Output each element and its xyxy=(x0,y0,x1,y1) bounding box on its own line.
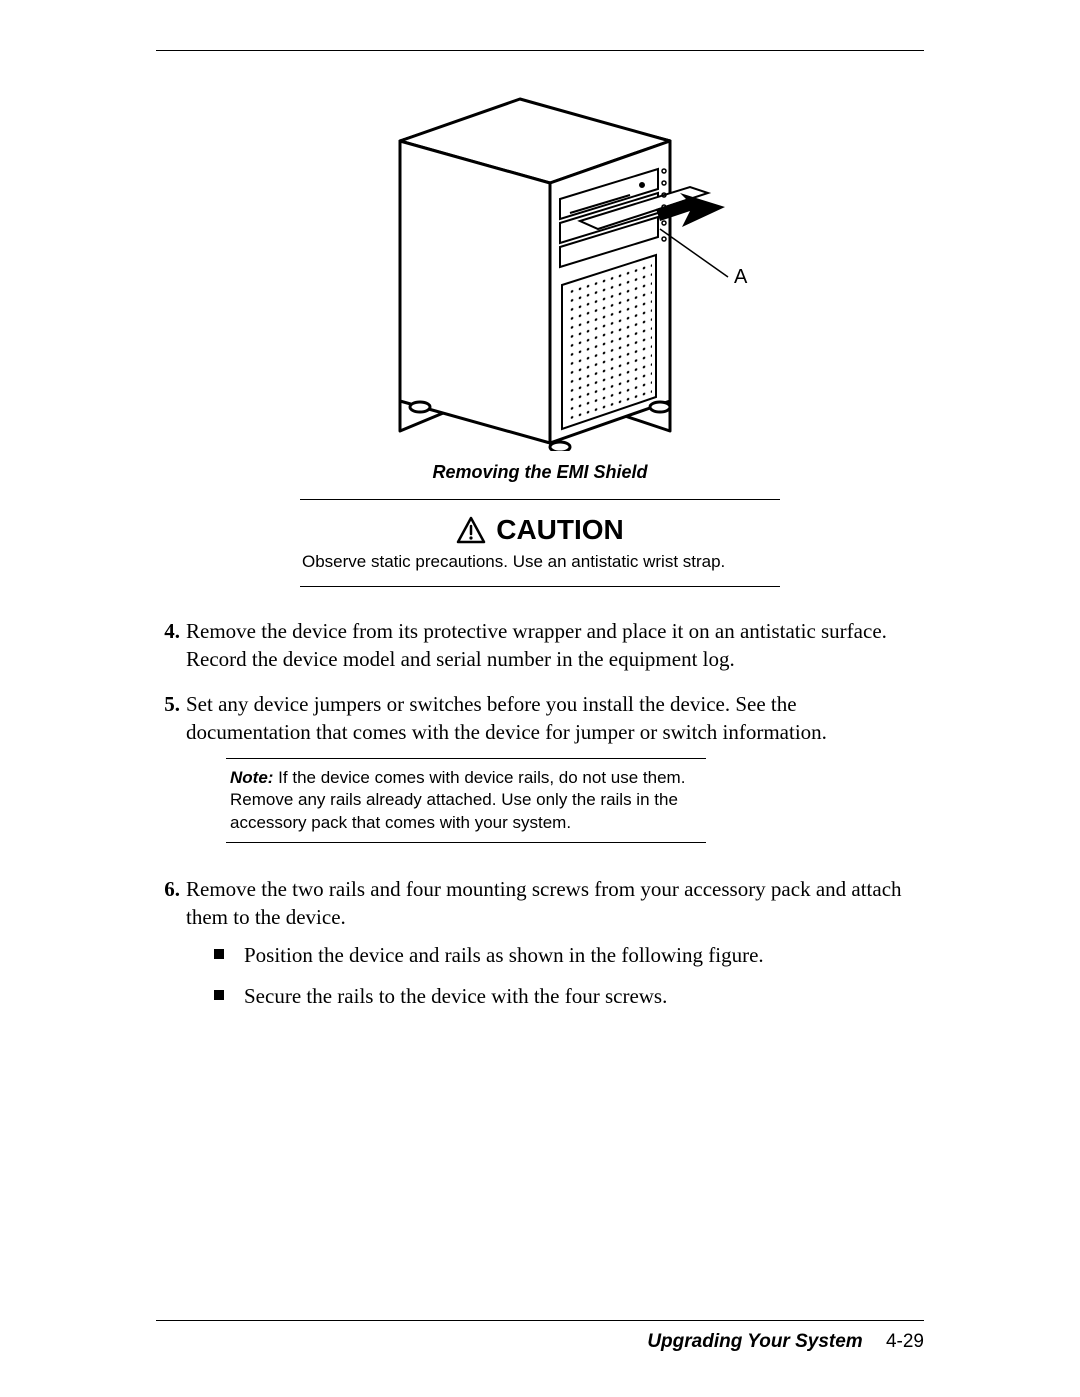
sub-bullet-list: Position the device and rails as shown i… xyxy=(214,941,924,1010)
sub-bullet-text: Secure the rails to the device with the … xyxy=(244,982,667,1010)
note-text: If the device comes with device rails, d… xyxy=(230,768,685,831)
square-bullet-icon xyxy=(214,949,224,959)
caution-heading: CAUTION xyxy=(300,500,780,552)
caution-bottom-rule xyxy=(300,586,780,587)
note-block: Note: If the device comes with device ra… xyxy=(226,758,706,842)
warning-icon xyxy=(456,516,486,544)
note-label: Note: xyxy=(230,768,273,787)
caution-block: CAUTION Observe static precautions. Use … xyxy=(300,499,780,587)
step-4: 4. Remove the device from its protective… xyxy=(156,617,924,674)
figure-caption: Removing the EMI Shield xyxy=(156,462,924,483)
footer-line: Upgrading Your System 4-29 xyxy=(156,1331,924,1353)
footer-section-title: Upgrading Your System xyxy=(647,1331,862,1352)
step-6-text: Remove the two rails and four mounting s… xyxy=(186,877,902,929)
step-5: 5. Set any device jumpers or switches be… xyxy=(156,690,924,859)
step-5-text: Set any device jumpers or switches befor… xyxy=(186,692,827,744)
page-footer: Upgrading Your System 4-29 xyxy=(156,1320,924,1353)
step-6: 6. Remove the two rails and four mountin… xyxy=(156,875,924,1022)
callout-a-label: A xyxy=(734,266,748,288)
square-bullet-icon xyxy=(214,990,224,1000)
document-page: A Removing the EMI Shield CAUTION Observ… xyxy=(0,0,1080,1397)
step-text: Set any device jumpers or switches befor… xyxy=(186,690,924,859)
step-text: Remove the device from its protective wr… xyxy=(186,617,924,674)
emi-shield-diagram: A xyxy=(330,71,750,451)
caution-heading-text: CAUTION xyxy=(496,514,624,546)
step-number: 6. xyxy=(156,875,186,1022)
sub-bullet: Position the device and rails as shown i… xyxy=(214,941,924,969)
step-list: 4. Remove the device from its protective… xyxy=(156,617,924,1022)
figure: A xyxy=(156,71,924,456)
sub-bullet: Secure the rails to the device with the … xyxy=(214,982,924,1010)
top-rule xyxy=(156,50,924,51)
step-text: Remove the two rails and four mounting s… xyxy=(186,875,924,1022)
caution-body: Observe static precautions. Use an antis… xyxy=(300,552,780,586)
footer-page-number: 4-29 xyxy=(886,1331,924,1352)
step-number: 5. xyxy=(156,690,186,859)
step-number: 4. xyxy=(156,617,186,674)
sub-bullet-text: Position the device and rails as shown i… xyxy=(244,941,764,969)
footer-rule xyxy=(156,1320,924,1321)
